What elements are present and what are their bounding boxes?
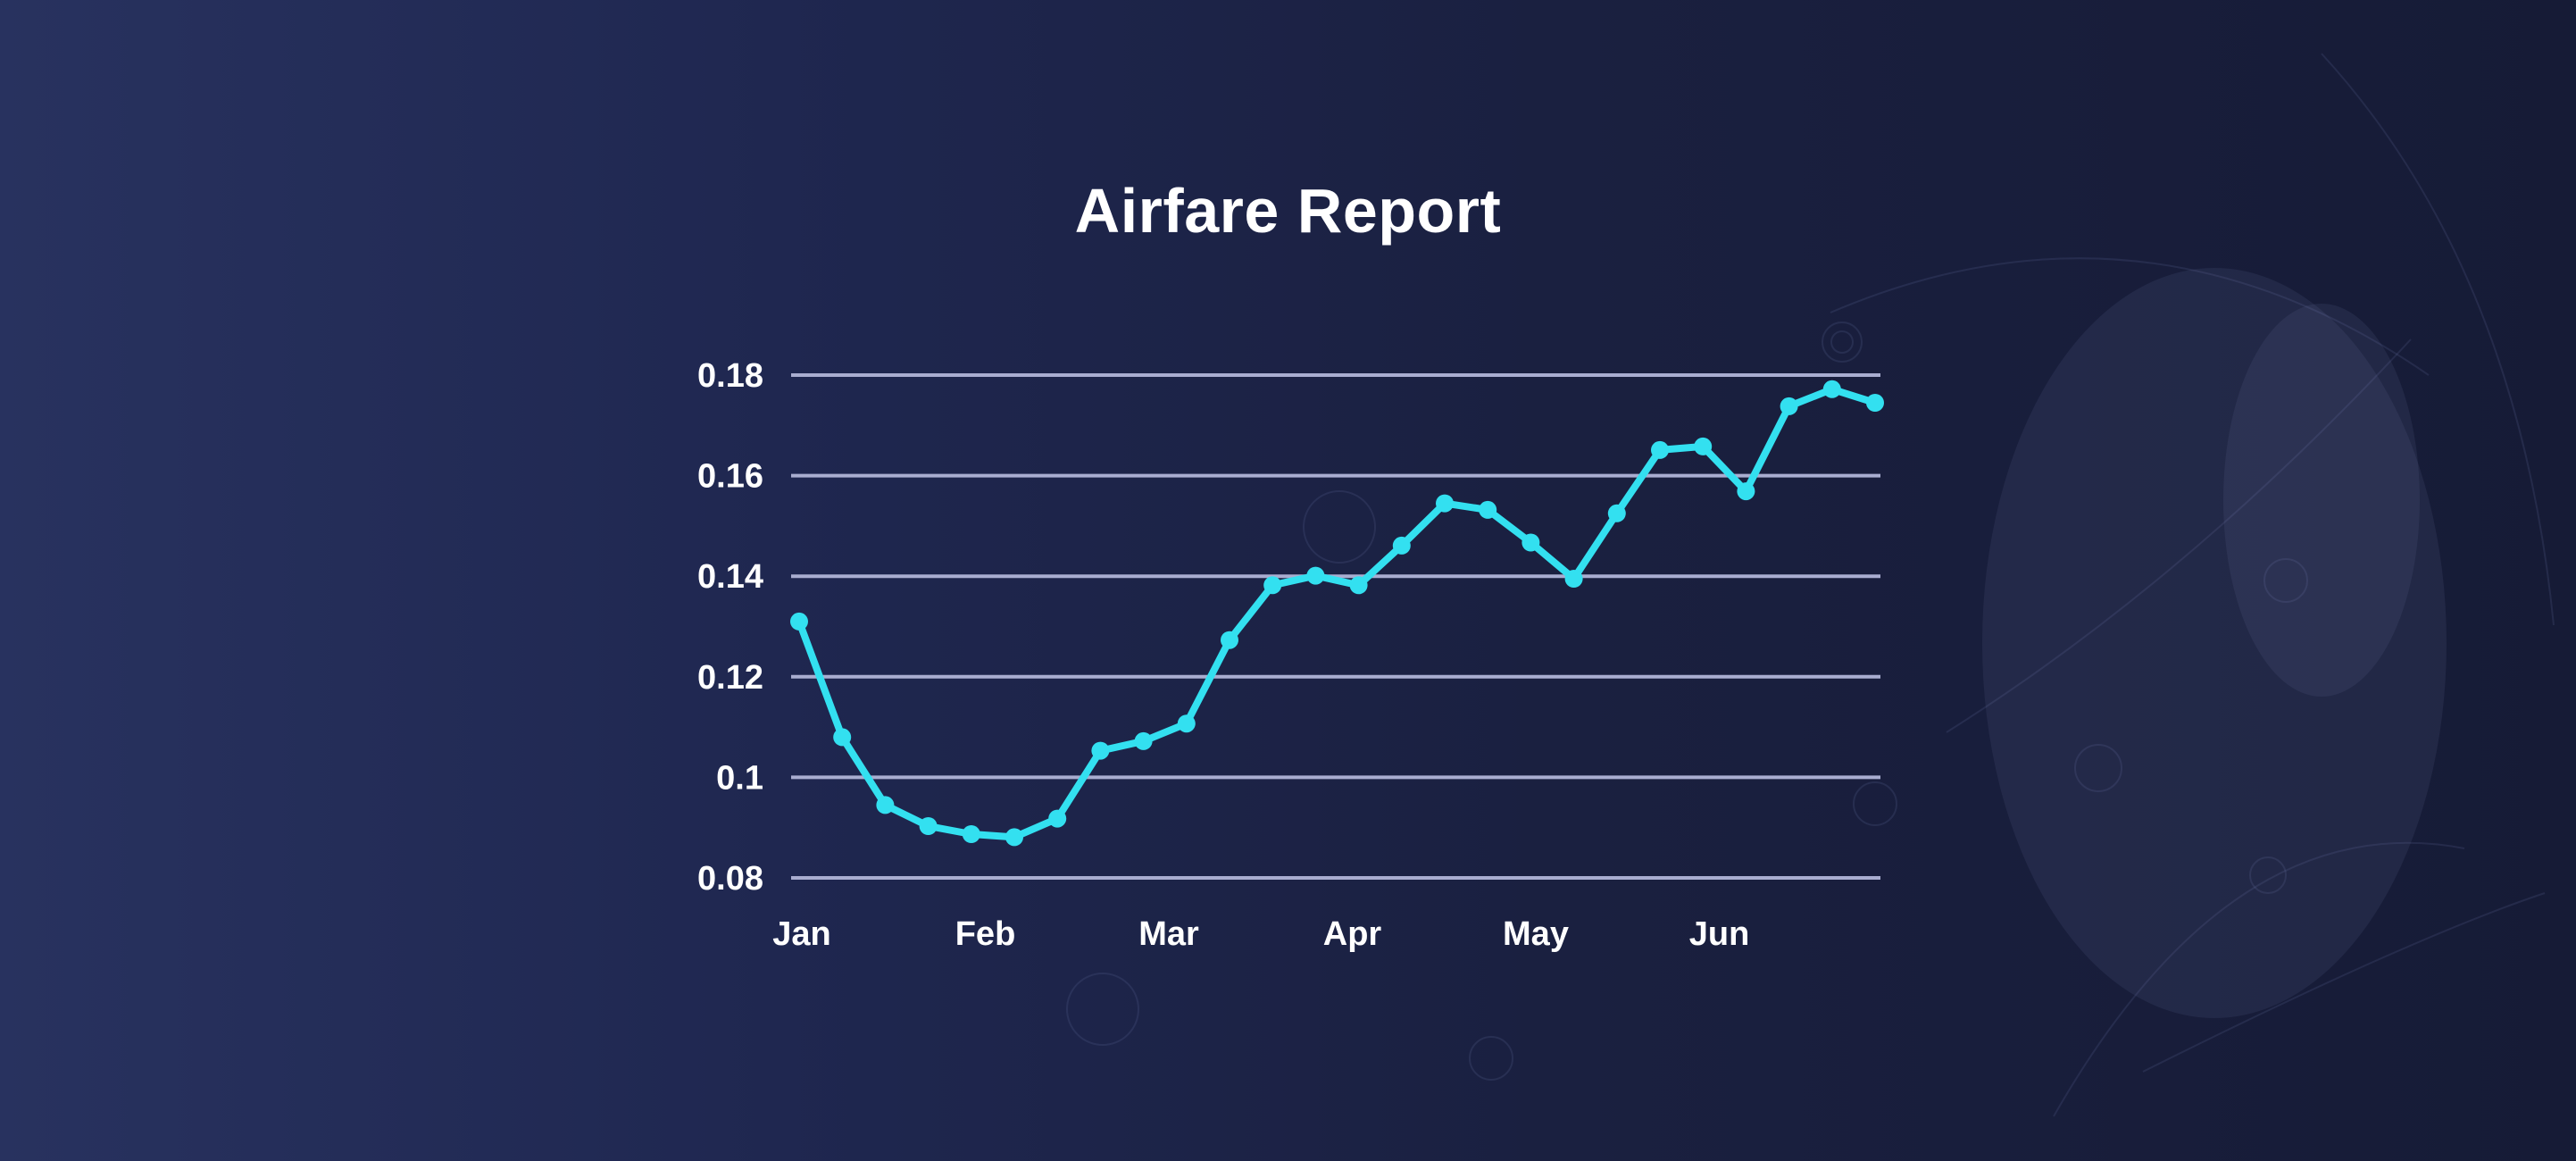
y-tick-label: 0.16 xyxy=(697,458,763,496)
data-point xyxy=(1349,576,1368,595)
x-tick-label: Apr xyxy=(1323,915,1382,953)
data-point xyxy=(1091,741,1110,760)
data-point xyxy=(919,817,938,835)
series-line xyxy=(796,385,1879,841)
chart-title: Airfare Report xyxy=(1074,176,1502,246)
x-tick-label: Mar xyxy=(1138,915,1199,953)
data-point xyxy=(833,728,852,747)
data-point xyxy=(1737,482,1755,501)
y-tick-label: 0.14 xyxy=(697,558,763,596)
gridlines xyxy=(791,373,1880,880)
x-axis-ticks: Jan Feb Mar Apr May Jun xyxy=(772,915,1749,953)
data-point xyxy=(1221,631,1238,649)
data-point xyxy=(1651,440,1669,459)
data-point xyxy=(1263,576,1282,595)
data-point xyxy=(790,612,808,631)
y-tick-label: 0.12 xyxy=(697,659,763,697)
y-axis-ticks: 0.08 0.1 0.12 0.14 0.16 0.18 xyxy=(697,357,763,898)
x-tick-label: May xyxy=(1503,915,1569,953)
data-point xyxy=(1436,494,1454,513)
data-point xyxy=(1607,504,1626,522)
data-point xyxy=(1134,731,1153,750)
x-tick-label: Jun xyxy=(1689,915,1750,953)
data-point xyxy=(1780,397,1798,415)
data-point xyxy=(1822,380,1841,398)
y-tick-label: 0.08 xyxy=(697,860,763,898)
x-tick-label: Jan xyxy=(772,915,830,953)
data-point xyxy=(962,825,980,843)
data-point xyxy=(1392,536,1411,555)
x-tick-label: Feb xyxy=(955,915,1016,953)
y-tick-label: 0.18 xyxy=(697,357,763,395)
data-point xyxy=(1521,533,1540,552)
data-point xyxy=(1694,437,1713,455)
series-layer xyxy=(790,380,1884,847)
y-tick-label: 0.1 xyxy=(716,759,763,797)
data-point xyxy=(1306,566,1325,585)
data-point xyxy=(1005,828,1023,847)
data-point xyxy=(876,796,895,814)
data-point xyxy=(1479,500,1497,519)
data-point xyxy=(1564,570,1583,588)
data-point xyxy=(1177,714,1196,733)
data-point xyxy=(1048,809,1067,828)
data-point xyxy=(1866,394,1884,412)
